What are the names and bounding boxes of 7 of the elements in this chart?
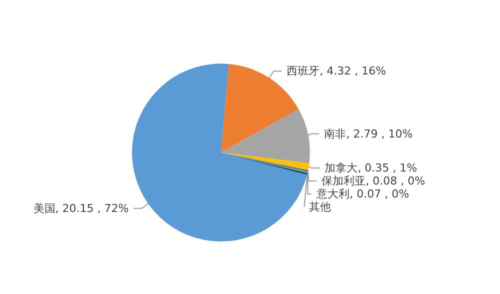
slice-label: 加拿大, 0.35 , 1%: [324, 161, 418, 174]
slice-label: 西班牙, 4.32 , 16%: [286, 64, 386, 78]
slice-label: 美国, 20.15 , 72%: [33, 202, 129, 215]
slice-label: 意大利, 0.07 , 0%: [316, 187, 410, 200]
slice-label: 其他: [309, 200, 332, 214]
slice-label: 保加利亚, 0.08 , 0%: [322, 174, 426, 188]
slice-label: 南非, 2.79 , 10%: [324, 127, 413, 140]
